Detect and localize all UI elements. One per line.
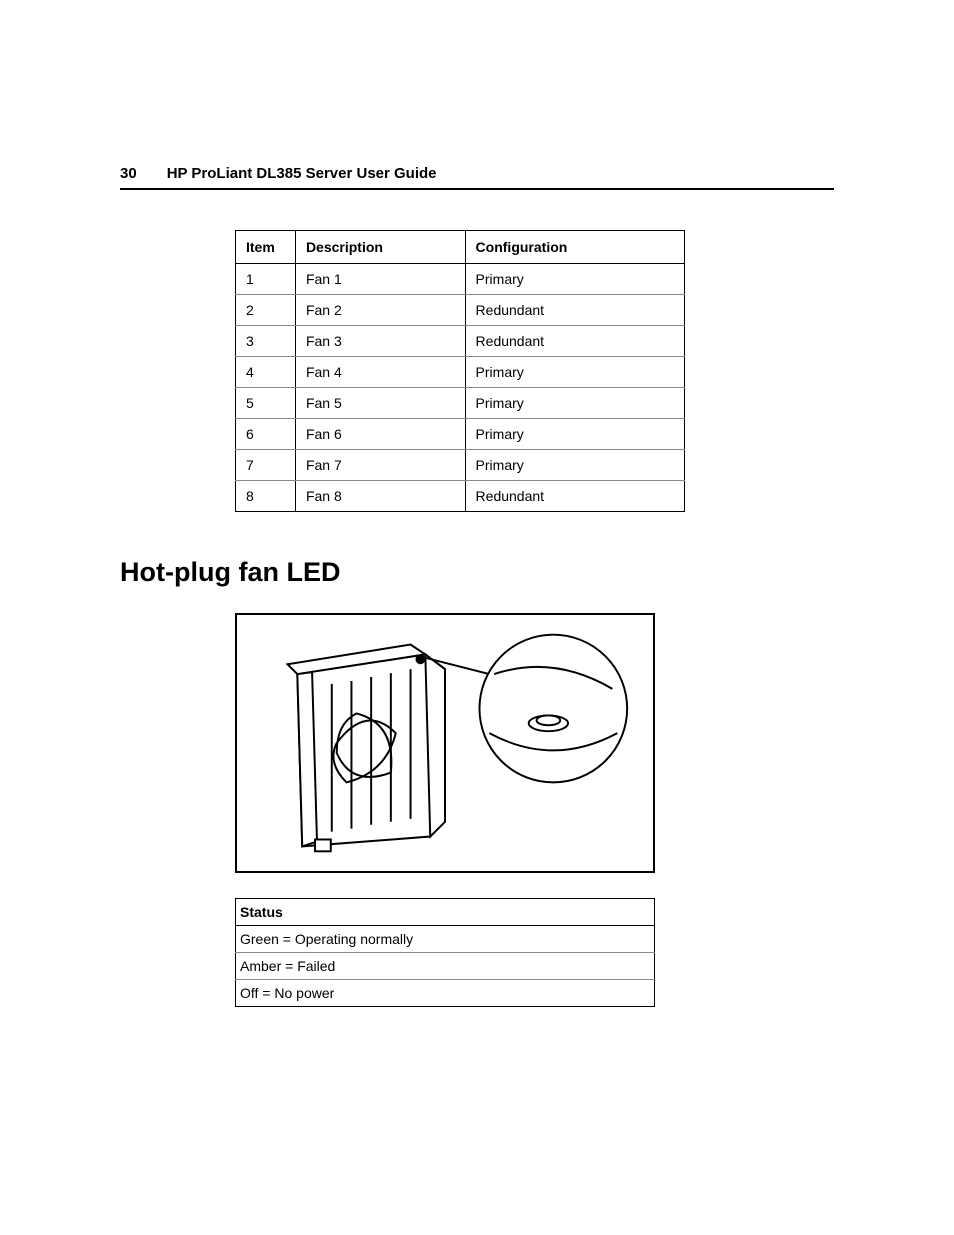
cell-configuration: Primary — [465, 264, 684, 295]
fan-led-diagram — [235, 613, 655, 873]
cell-item: 3 — [236, 326, 296, 357]
status-cell: Green = Operating normally — [236, 926, 655, 953]
header-title: HP ProLiant DL385 Server User Guide — [167, 165, 437, 182]
cell-description: Fan 1 — [295, 264, 465, 295]
column-header-description: Description — [295, 231, 465, 264]
page-header: 30 HP ProLiant DL385 Server User Guide — [120, 165, 834, 190]
status-cell: Off = No power — [236, 980, 655, 1007]
table-row: 6 Fan 6 Primary — [236, 419, 685, 450]
cell-item: 8 — [236, 481, 296, 512]
column-header-configuration: Configuration — [465, 231, 684, 264]
cell-configuration: Primary — [465, 357, 684, 388]
table-row: Off = No power — [236, 980, 655, 1007]
table-row: 8 Fan 8 Redundant — [236, 481, 685, 512]
column-header-status: Status — [236, 899, 655, 926]
cell-description: Fan 8 — [295, 481, 465, 512]
column-header-item: Item — [236, 231, 296, 264]
cell-item: 5 — [236, 388, 296, 419]
led-status-table: Status Green = Operating normally Amber … — [235, 898, 655, 1007]
cell-description: Fan 5 — [295, 388, 465, 419]
cell-configuration: Redundant — [465, 481, 684, 512]
page-number: 30 — [120, 165, 137, 182]
table-row: 5 Fan 5 Primary — [236, 388, 685, 419]
table-row: 7 Fan 7 Primary — [236, 450, 685, 481]
table-row: 1 Fan 1 Primary — [236, 264, 685, 295]
section-title: Hot-plug fan LED — [120, 557, 834, 588]
status-cell: Amber = Failed — [236, 953, 655, 980]
cell-description: Fan 2 — [295, 295, 465, 326]
fan-illustration-icon — [237, 615, 653, 871]
cell-description: Fan 3 — [295, 326, 465, 357]
cell-item: 2 — [236, 295, 296, 326]
table-header-row: Status — [236, 899, 655, 926]
cell-description: Fan 7 — [295, 450, 465, 481]
cell-configuration: Redundant — [465, 295, 684, 326]
cell-description: Fan 6 — [295, 419, 465, 450]
cell-configuration: Primary — [465, 388, 684, 419]
cell-description: Fan 4 — [295, 357, 465, 388]
cell-item: 4 — [236, 357, 296, 388]
cell-configuration: Primary — [465, 419, 684, 450]
cell-item: 7 — [236, 450, 296, 481]
table-row: Amber = Failed — [236, 953, 655, 980]
table-row: 2 Fan 2 Redundant — [236, 295, 685, 326]
cell-configuration: Redundant — [465, 326, 684, 357]
cell-configuration: Primary — [465, 450, 684, 481]
table-header-row: Item Description Configuration — [236, 231, 685, 264]
table-row: Green = Operating normally — [236, 926, 655, 953]
table-row: 3 Fan 3 Redundant — [236, 326, 685, 357]
fan-configuration-table: Item Description Configuration 1 Fan 1 P… — [235, 230, 685, 512]
cell-item: 6 — [236, 419, 296, 450]
cell-item: 1 — [236, 264, 296, 295]
table-row: 4 Fan 4 Primary — [236, 357, 685, 388]
